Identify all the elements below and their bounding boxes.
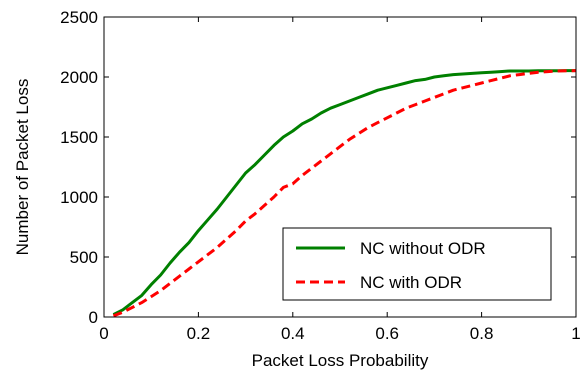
x-tick-label: 0.8	[470, 324, 494, 343]
y-tick-label: 500	[70, 248, 98, 267]
y-tick-label: 1500	[60, 128, 98, 147]
x-tick-label: 0.2	[187, 324, 211, 343]
x-tick-label: 0	[99, 324, 108, 343]
legend-box	[282, 227, 552, 301]
y-tick-label: 2500	[60, 8, 98, 27]
legend-label-nc-with-odr: NC with ODR	[360, 273, 462, 292]
x-axis-label: Packet Loss Probability	[252, 351, 429, 370]
legend: NC without ODR NC with ODR	[282, 227, 552, 301]
x-tick-label: 0.6	[375, 324, 399, 343]
plot-frame	[103, 16, 577, 318]
series-line-nc-without-odr	[112, 69, 576, 316]
x-tick-label: 1	[571, 324, 580, 343]
y-axis-label: Number of Packet Loss	[13, 79, 32, 256]
y-tick-label: 2000	[60, 68, 98, 87]
legend-label-nc-without-odr: NC without ODR	[360, 239, 486, 258]
ticks-layer: 0 0.2 0.4 0.6 0.8 1 0 500 1000 1500 2000 2500	[60, 8, 580, 343]
x-tick-label: 0.4	[281, 324, 305, 343]
series-line-nc-with-odr	[112, 69, 577, 318]
y-tick-label: 0	[89, 308, 98, 327]
y-tick-label: 1000	[60, 188, 98, 207]
series-layer	[112, 69, 577, 318]
